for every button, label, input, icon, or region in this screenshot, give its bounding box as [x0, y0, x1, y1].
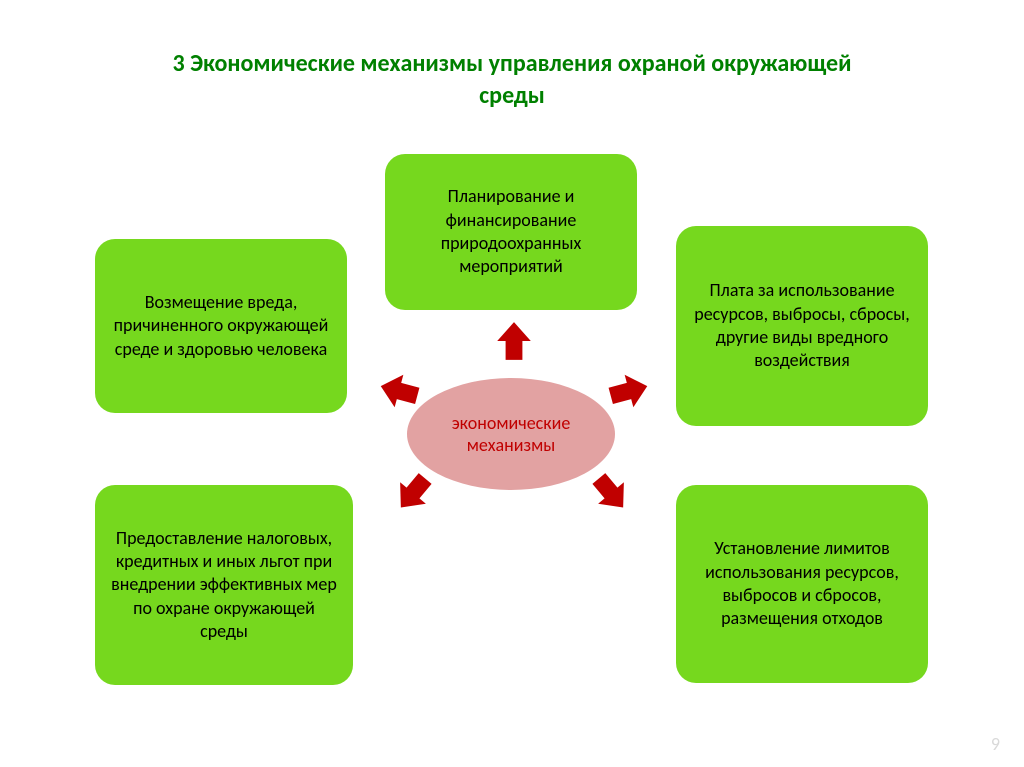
box-planning-text: Планирование и финансирование природоохр…: [401, 185, 621, 279]
arrow-upright-icon: [603, 365, 654, 416]
page-number-text: 9: [991, 733, 1000, 755]
box-compensation: Возмещение вреда, причиненного окружающе…: [95, 239, 347, 413]
center-hub: экономические механизмы: [407, 378, 615, 490]
arrow-up-icon: [493, 320, 535, 362]
box-compensation-text: Возмещение вреда, причиненного окружающе…: [111, 291, 331, 361]
box-fees-text: Плата за использование ресурсов, выбросы…: [692, 279, 912, 373]
title-text: 3 Экономические механизмы управления охр…: [173, 49, 852, 110]
box-limits: Установление лимитов использования ресур…: [676, 485, 928, 683]
arrow-downright-icon: [581, 463, 640, 522]
page-number: 9: [991, 733, 1000, 755]
box-limits-text: Установление лимитов использования ресур…: [692, 537, 912, 631]
center-label: экономические механизмы: [407, 412, 615, 457]
box-planning: Планирование и финансирование природоохр…: [385, 154, 637, 310]
box-fees: Плата за использование ресурсов, выбросы…: [676, 226, 928, 426]
box-tax-benefits: Предоставление налоговых, кредитных и ин…: [95, 485, 353, 685]
box-tax-benefits-text: Предоставление налоговых, кредитных и ин…: [111, 527, 337, 644]
page-title: 3 Экономические механизмы управления охр…: [152, 48, 872, 113]
arrow-downleft-icon: [383, 463, 442, 522]
